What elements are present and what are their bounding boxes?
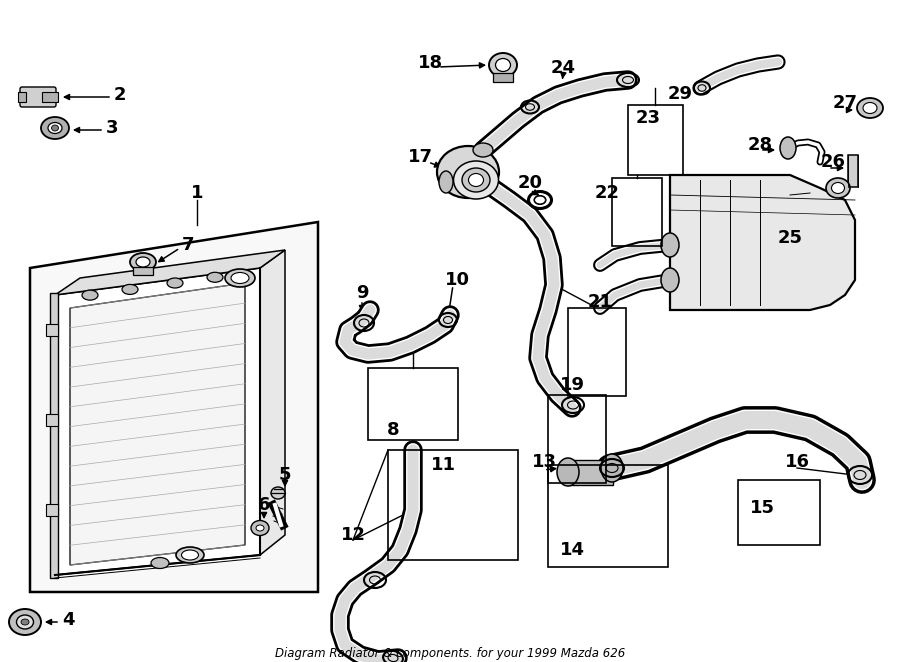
Text: 8: 8 [387,421,400,439]
Bar [628,105,683,175]
Text: 26: 26 [821,153,845,171]
Ellipse shape [601,454,623,482]
Ellipse shape [41,117,69,139]
Bar [388,450,518,560]
Ellipse shape [21,619,29,625]
Bar [738,480,820,545]
Text: 12: 12 [340,526,365,544]
Ellipse shape [256,525,264,531]
Bar [848,155,858,187]
Ellipse shape [167,278,183,288]
Ellipse shape [136,257,150,267]
Ellipse shape [454,161,499,199]
Polygon shape [260,250,285,555]
Ellipse shape [122,285,138,295]
Text: 14: 14 [560,541,584,559]
Text: 4: 4 [62,611,75,629]
Polygon shape [55,268,260,575]
Bar [133,267,153,275]
Text: 16: 16 [785,453,809,471]
Polygon shape [670,175,855,310]
Text: Diagram Radiator & components. for your 1999 Mazda 626: Diagram Radiator & components. for your … [274,647,626,659]
Polygon shape [30,222,318,592]
Ellipse shape [439,171,453,193]
Text: 23: 23 [635,109,661,127]
Text: 22: 22 [595,184,619,202]
Ellipse shape [661,233,679,257]
Text: 24: 24 [551,59,575,77]
Bar [50,293,58,578]
Bar [368,368,458,440]
FancyBboxPatch shape [20,87,56,107]
Ellipse shape [225,269,255,287]
Text: 1: 1 [191,184,203,202]
Text: 9: 9 [356,284,368,302]
Text: 29: 29 [668,85,692,103]
Polygon shape [55,250,285,295]
Bar [568,460,613,485]
Ellipse shape [207,272,223,282]
Ellipse shape [489,53,517,77]
Text: 5: 5 [279,466,292,484]
Ellipse shape [661,268,679,292]
Ellipse shape [780,137,796,159]
Text: 13: 13 [532,453,556,471]
Ellipse shape [51,125,59,131]
Ellipse shape [557,458,579,486]
Bar [18,92,26,102]
Text: 2: 2 [113,86,126,104]
Bar [46,504,58,516]
Ellipse shape [271,487,285,499]
Ellipse shape [182,550,199,560]
Polygon shape [70,283,245,565]
Text: 3: 3 [106,119,118,137]
Ellipse shape [130,253,156,271]
Text: 21: 21 [588,293,613,311]
Ellipse shape [473,143,493,157]
Text: 28: 28 [747,136,772,154]
Text: 15: 15 [750,499,775,517]
Ellipse shape [151,557,169,569]
Text: 27: 27 [832,94,858,112]
Bar [46,414,58,426]
Ellipse shape [176,547,204,563]
Bar [42,92,58,102]
Text: 6: 6 [257,496,270,514]
Text: 10: 10 [445,271,470,289]
Text: 11: 11 [430,456,455,474]
Ellipse shape [826,178,850,198]
Ellipse shape [863,103,877,113]
Ellipse shape [857,98,883,118]
Text: 17: 17 [408,148,433,166]
Ellipse shape [469,173,483,187]
Bar [46,324,58,336]
Ellipse shape [251,520,269,536]
Ellipse shape [48,122,62,134]
Ellipse shape [82,290,98,300]
Bar [548,465,668,567]
Bar [548,395,606,483]
Ellipse shape [16,615,33,629]
Ellipse shape [231,273,249,283]
Bar [612,178,662,246]
Ellipse shape [496,58,510,71]
Ellipse shape [9,609,41,635]
Ellipse shape [437,146,499,198]
Text: 25: 25 [778,229,803,247]
Ellipse shape [462,168,490,192]
Bar [568,308,626,396]
Ellipse shape [832,183,844,193]
Text: 18: 18 [418,54,443,72]
Text: 20: 20 [518,174,543,192]
Text: 7: 7 [182,236,194,254]
Text: 19: 19 [560,376,584,394]
Bar [493,73,513,82]
